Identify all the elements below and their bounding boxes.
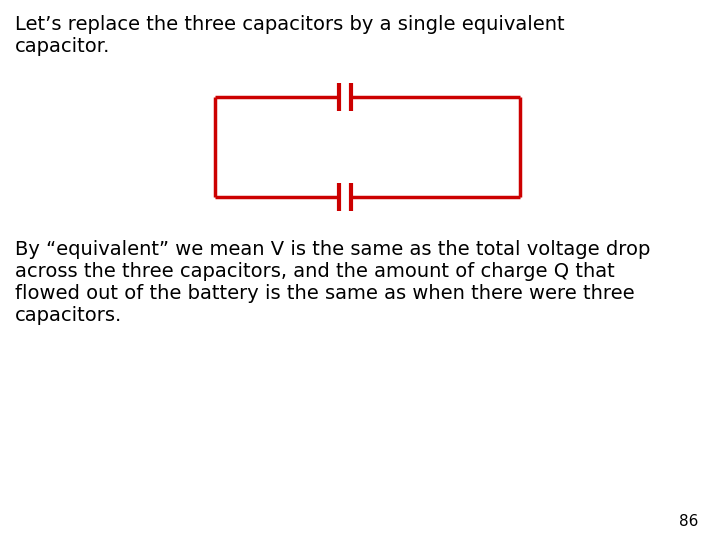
Text: By “equivalent” we mean V is the same as the total voltage drop
across the three: By “equivalent” we mean V is the same as… (15, 240, 650, 325)
Text: 86: 86 (679, 514, 698, 529)
Text: Let’s replace the three capacitors by a single equivalent
capacitor.: Let’s replace the three capacitors by a … (15, 15, 564, 56)
